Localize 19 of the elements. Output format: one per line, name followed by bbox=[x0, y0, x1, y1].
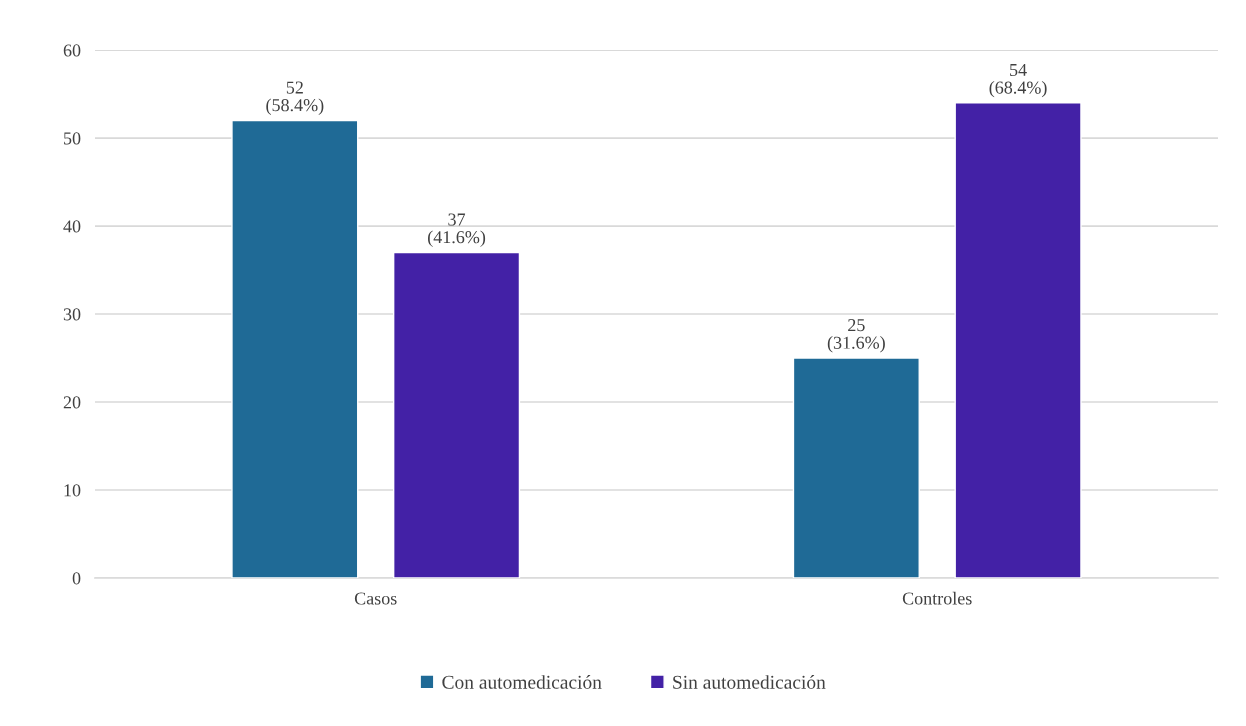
x-tick-label: Controles bbox=[902, 591, 972, 605]
y-tick-label: 0 bbox=[72, 572, 81, 585]
bar bbox=[392, 251, 521, 578]
y-tick-label: 20 bbox=[63, 396, 81, 409]
data-label: 54 (68.4%) bbox=[989, 63, 1047, 98]
bar bbox=[792, 357, 920, 578]
y-tick-label: 60 bbox=[63, 44, 81, 57]
data-label: 25 (31.6%) bbox=[827, 319, 885, 353]
legend-label: Sin automedicación bbox=[673, 675, 826, 689]
data-label: 52 (58.4%) bbox=[266, 81, 324, 115]
bar bbox=[231, 119, 359, 578]
y-tick-label: 30 bbox=[63, 308, 81, 321]
y-tick-label: 10 bbox=[64, 484, 81, 497]
data-label: 37 (41.6%) bbox=[428, 213, 486, 247]
legend-label: Con automedicación bbox=[442, 675, 602, 689]
x-tick-label: Casos bbox=[354, 592, 397, 605]
y-tick-label: 40 bbox=[63, 220, 81, 233]
y-tick-label: 50 bbox=[64, 132, 81, 145]
bar bbox=[954, 102, 1082, 578]
